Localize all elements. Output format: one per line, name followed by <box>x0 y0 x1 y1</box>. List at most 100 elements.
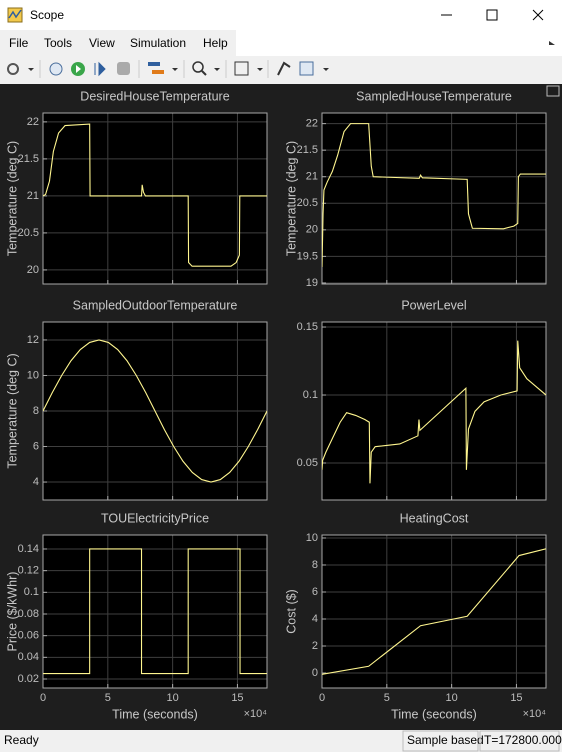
y-tick-label: 10 <box>306 532 318 544</box>
axes-frame <box>42 112 268 285</box>
y-tick-label: 8 <box>33 405 39 417</box>
close-button[interactable] <box>532 9 544 21</box>
x-tick-label: 5 <box>384 692 390 704</box>
sim-time: T=172800.000 <box>484 733 562 747</box>
axes-background <box>322 113 546 284</box>
plot-title: PowerLevel <box>401 298 466 312</box>
y-tick-label: 8 <box>312 559 318 571</box>
y-tick-label: 10 <box>27 369 39 381</box>
plot: PowerLevel 0.05 0.1 0.15 <box>297 298 547 501</box>
y-tick-label: 22 <box>306 118 318 130</box>
x-tick-label: 5 <box>105 692 111 704</box>
menu-item[interactable]: File <box>9 36 29 50</box>
data-line <box>43 123 267 267</box>
axes-frame <box>321 112 547 285</box>
plot-title: HeatingCost <box>400 511 469 525</box>
y-tick-label: 6 <box>33 440 39 452</box>
window-title: Scope <box>30 8 64 22</box>
plot: TOUElectricityPrice 0.02 0.04 0.06 0.08 0.1 0.… <box>5 511 268 721</box>
y-tick-label: 2 <box>312 640 318 652</box>
data-line <box>322 340 546 484</box>
y-tick-label: 19 <box>306 277 318 289</box>
axes-background <box>322 535 546 688</box>
app-icon <box>7 7 23 23</box>
y-axis-label: Temperature (deg C) <box>5 141 19 256</box>
y-tick-label: 4 <box>33 476 39 488</box>
status-cell <box>402 730 479 752</box>
menu-item[interactable]: Tools <box>44 36 72 50</box>
y-axis-label: Temperature (deg C) <box>284 141 298 256</box>
menu-item[interactable]: Simulation <box>130 36 186 50</box>
y-tick-label: 19.5 <box>297 250 318 262</box>
plot-title: DesiredHouseTemperature <box>80 89 229 103</box>
plot: SampledHouseTemperature 19 19.5 20 20.5 21 21.… <box>284 89 547 289</box>
y-tick-label: 0.15 <box>297 321 318 333</box>
menu-collapse[interactable] <box>549 41 555 45</box>
axes-background <box>322 322 546 500</box>
sample-mode: Sample based <box>407 733 484 747</box>
y-tick-label: 0.1 <box>24 586 39 598</box>
y-tick-label: 0.04 <box>18 651 39 663</box>
axes-frame <box>42 534 268 689</box>
axes-background <box>43 535 267 688</box>
plots: DesiredHouseTemperature2020.52121.522Tem… <box>5 89 547 721</box>
toolbar-icons[interactable] <box>7 60 329 78</box>
menu-item[interactable]: View <box>89 36 115 50</box>
status-text: Ready <box>4 733 39 747</box>
x-tick-label: 0 <box>319 692 325 704</box>
data-line <box>322 548 546 675</box>
y-tick-label: 21 <box>306 171 318 183</box>
y-axis-label: Temperature (deg C) <box>5 353 19 468</box>
y-tick-label: 21.5 <box>18 153 39 165</box>
plot-title: SampledHouseTemperature <box>356 89 512 103</box>
axes-frame <box>321 534 547 689</box>
status-cell <box>479 730 560 752</box>
y-tick-label: 21.5 <box>297 144 318 156</box>
menu-item[interactable]: Help <box>203 36 228 50</box>
menu-area <box>0 30 236 56</box>
y-tick-label: 12 <box>27 334 39 346</box>
x-axis-label: Time (seconds) <box>112 707 198 721</box>
title-bar <box>0 0 562 30</box>
x-multiplier: ×10⁴ <box>523 708 547 720</box>
y-tick-label: 0.05 <box>297 457 318 469</box>
x-axis-label: Time (seconds) <box>391 707 477 721</box>
undock-button[interactable] <box>546 85 560 97</box>
maximize-button[interactable] <box>486 9 498 21</box>
y-tick-label: 20 <box>306 224 318 236</box>
data-line <box>322 123 546 268</box>
y-tick-label: 21 <box>27 190 39 202</box>
x-multiplier: ×10⁴ <box>244 708 268 720</box>
x-tick-label: 10 <box>167 692 179 704</box>
y-tick-label: 22 <box>27 116 39 128</box>
x-tick-label: 0 <box>40 692 46 704</box>
y-axis-label: Price ($/kWhr) <box>5 572 19 652</box>
y-tick-label: 0.12 <box>18 565 39 577</box>
y-axis-label: Cost ($) <box>284 589 298 633</box>
axes-frame <box>321 321 547 501</box>
y-tick-label: 6 <box>312 586 318 598</box>
y-tick-label: 20 <box>27 264 39 276</box>
data-line <box>43 339 267 483</box>
x-tick-label: 10 <box>446 692 458 704</box>
y-tick-label: 0.02 <box>18 673 39 685</box>
x-tick-label: 15 <box>231 692 243 704</box>
plot: DesiredHouseTemperature 20 20.5 21 21.5 22 Tem… <box>5 89 268 285</box>
y-tick-label: 0 <box>312 667 318 679</box>
y-tick-label: 4 <box>312 613 318 625</box>
y-tick-label: 20.5 <box>18 227 39 239</box>
plot: HeatingCost 0 2 4 6 8 10 0 5 10 15 Cost ($) Time (se… <box>284 511 547 721</box>
status-bar <box>0 730 562 752</box>
x-tick-label: 15 <box>510 692 522 704</box>
y-tick-label: 0.06 <box>18 630 39 642</box>
y-tick-label: 0.08 <box>18 608 39 620</box>
data-line <box>43 548 267 675</box>
plot-title: TOUElectricityPrice <box>101 511 209 525</box>
plot: SampledOutdoorTemperature 4 6 8 10 12 Temperat… <box>5 298 268 501</box>
axes-background <box>43 113 267 284</box>
y-tick-label: 0.1 <box>303 389 318 401</box>
y-tick-label: 20.5 <box>297 197 318 209</box>
y-tick-label: 0.14 <box>18 543 39 555</box>
